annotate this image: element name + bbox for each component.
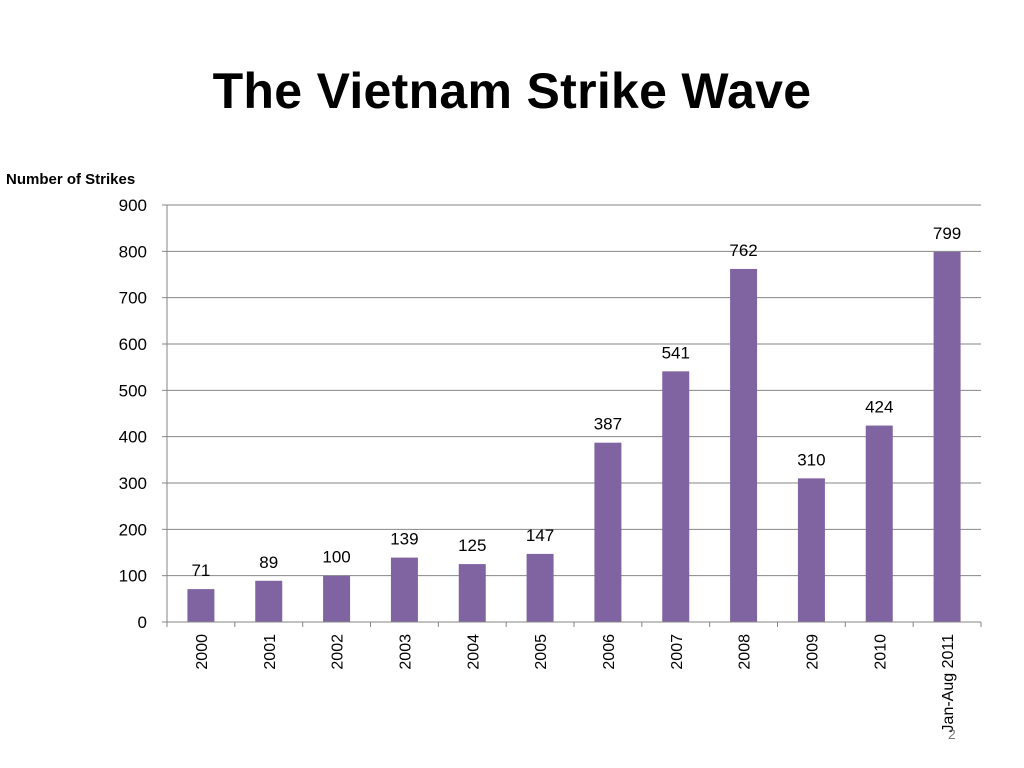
bar-2001	[255, 580, 283, 622]
x-tick-label: 2005	[533, 634, 550, 670]
data-label: 100	[322, 548, 350, 567]
data-label: 71	[191, 561, 210, 580]
data-label: 762	[729, 241, 757, 260]
x-tick-label: 2006	[601, 634, 618, 670]
y-tick-label: 200	[119, 520, 147, 539]
bar-2000	[187, 589, 215, 622]
data-label: 89	[259, 553, 278, 572]
data-label: 424	[865, 398, 893, 417]
bar-2003	[390, 557, 418, 622]
y-tick-label: 500	[119, 381, 147, 400]
bar-2002	[323, 575, 351, 622]
bar-2007	[662, 371, 690, 622]
y-tick-label: 400	[119, 428, 147, 447]
x-tick-label: 2007	[669, 634, 686, 670]
slide-title: The Vietnam Strike Wave	[212, 63, 812, 119]
bars	[187, 251, 961, 622]
bar-2005	[526, 553, 554, 622]
y-tick-label: 0	[138, 613, 147, 632]
data-label: 799	[933, 224, 961, 243]
y-axis-title: Number of Strikes	[6, 171, 136, 188]
x-tick-label: 2009	[804, 634, 821, 670]
x-tick-label: 2003	[397, 634, 414, 670]
x-tick-label: Jan-Aug 2011	[940, 634, 957, 733]
bar-2009	[797, 478, 825, 622]
data-label: 387	[594, 415, 622, 434]
y-tick-label: 300	[119, 474, 147, 493]
x-tick-label: 2010	[872, 634, 889, 670]
y-tick-label: 100	[119, 567, 147, 586]
y-tick-label: 800	[119, 242, 147, 261]
x-tick-label: 2004	[465, 634, 482, 670]
bar-2010	[865, 425, 893, 622]
bar-2004	[458, 564, 486, 622]
x-tick-label: 2002	[330, 634, 347, 670]
data-label: 139	[390, 530, 418, 549]
bar-jan-aug-2011	[933, 251, 961, 622]
data-label: 125	[458, 536, 486, 555]
axes	[162, 204, 982, 627]
x-tick-label: 2001	[262, 634, 279, 670]
page-number: 2	[948, 726, 956, 742]
data-label: 310	[797, 450, 825, 469]
labels: 0 100 200 300 400 500 600 700 800 900 71 2000 89 2001…	[119, 196, 962, 732]
y-tick-label: 700	[119, 289, 147, 308]
data-label: 541	[662, 343, 690, 362]
bar-2006	[594, 442, 622, 622]
x-tick-label: 2000	[194, 634, 211, 670]
data-label: 147	[526, 526, 554, 545]
y-tick-label: 600	[119, 335, 147, 354]
gridlines	[167, 204, 981, 577]
bar-2008	[730, 268, 758, 622]
x-tick-label: 2008	[737, 634, 754, 670]
y-tick-label: 900	[119, 196, 147, 215]
